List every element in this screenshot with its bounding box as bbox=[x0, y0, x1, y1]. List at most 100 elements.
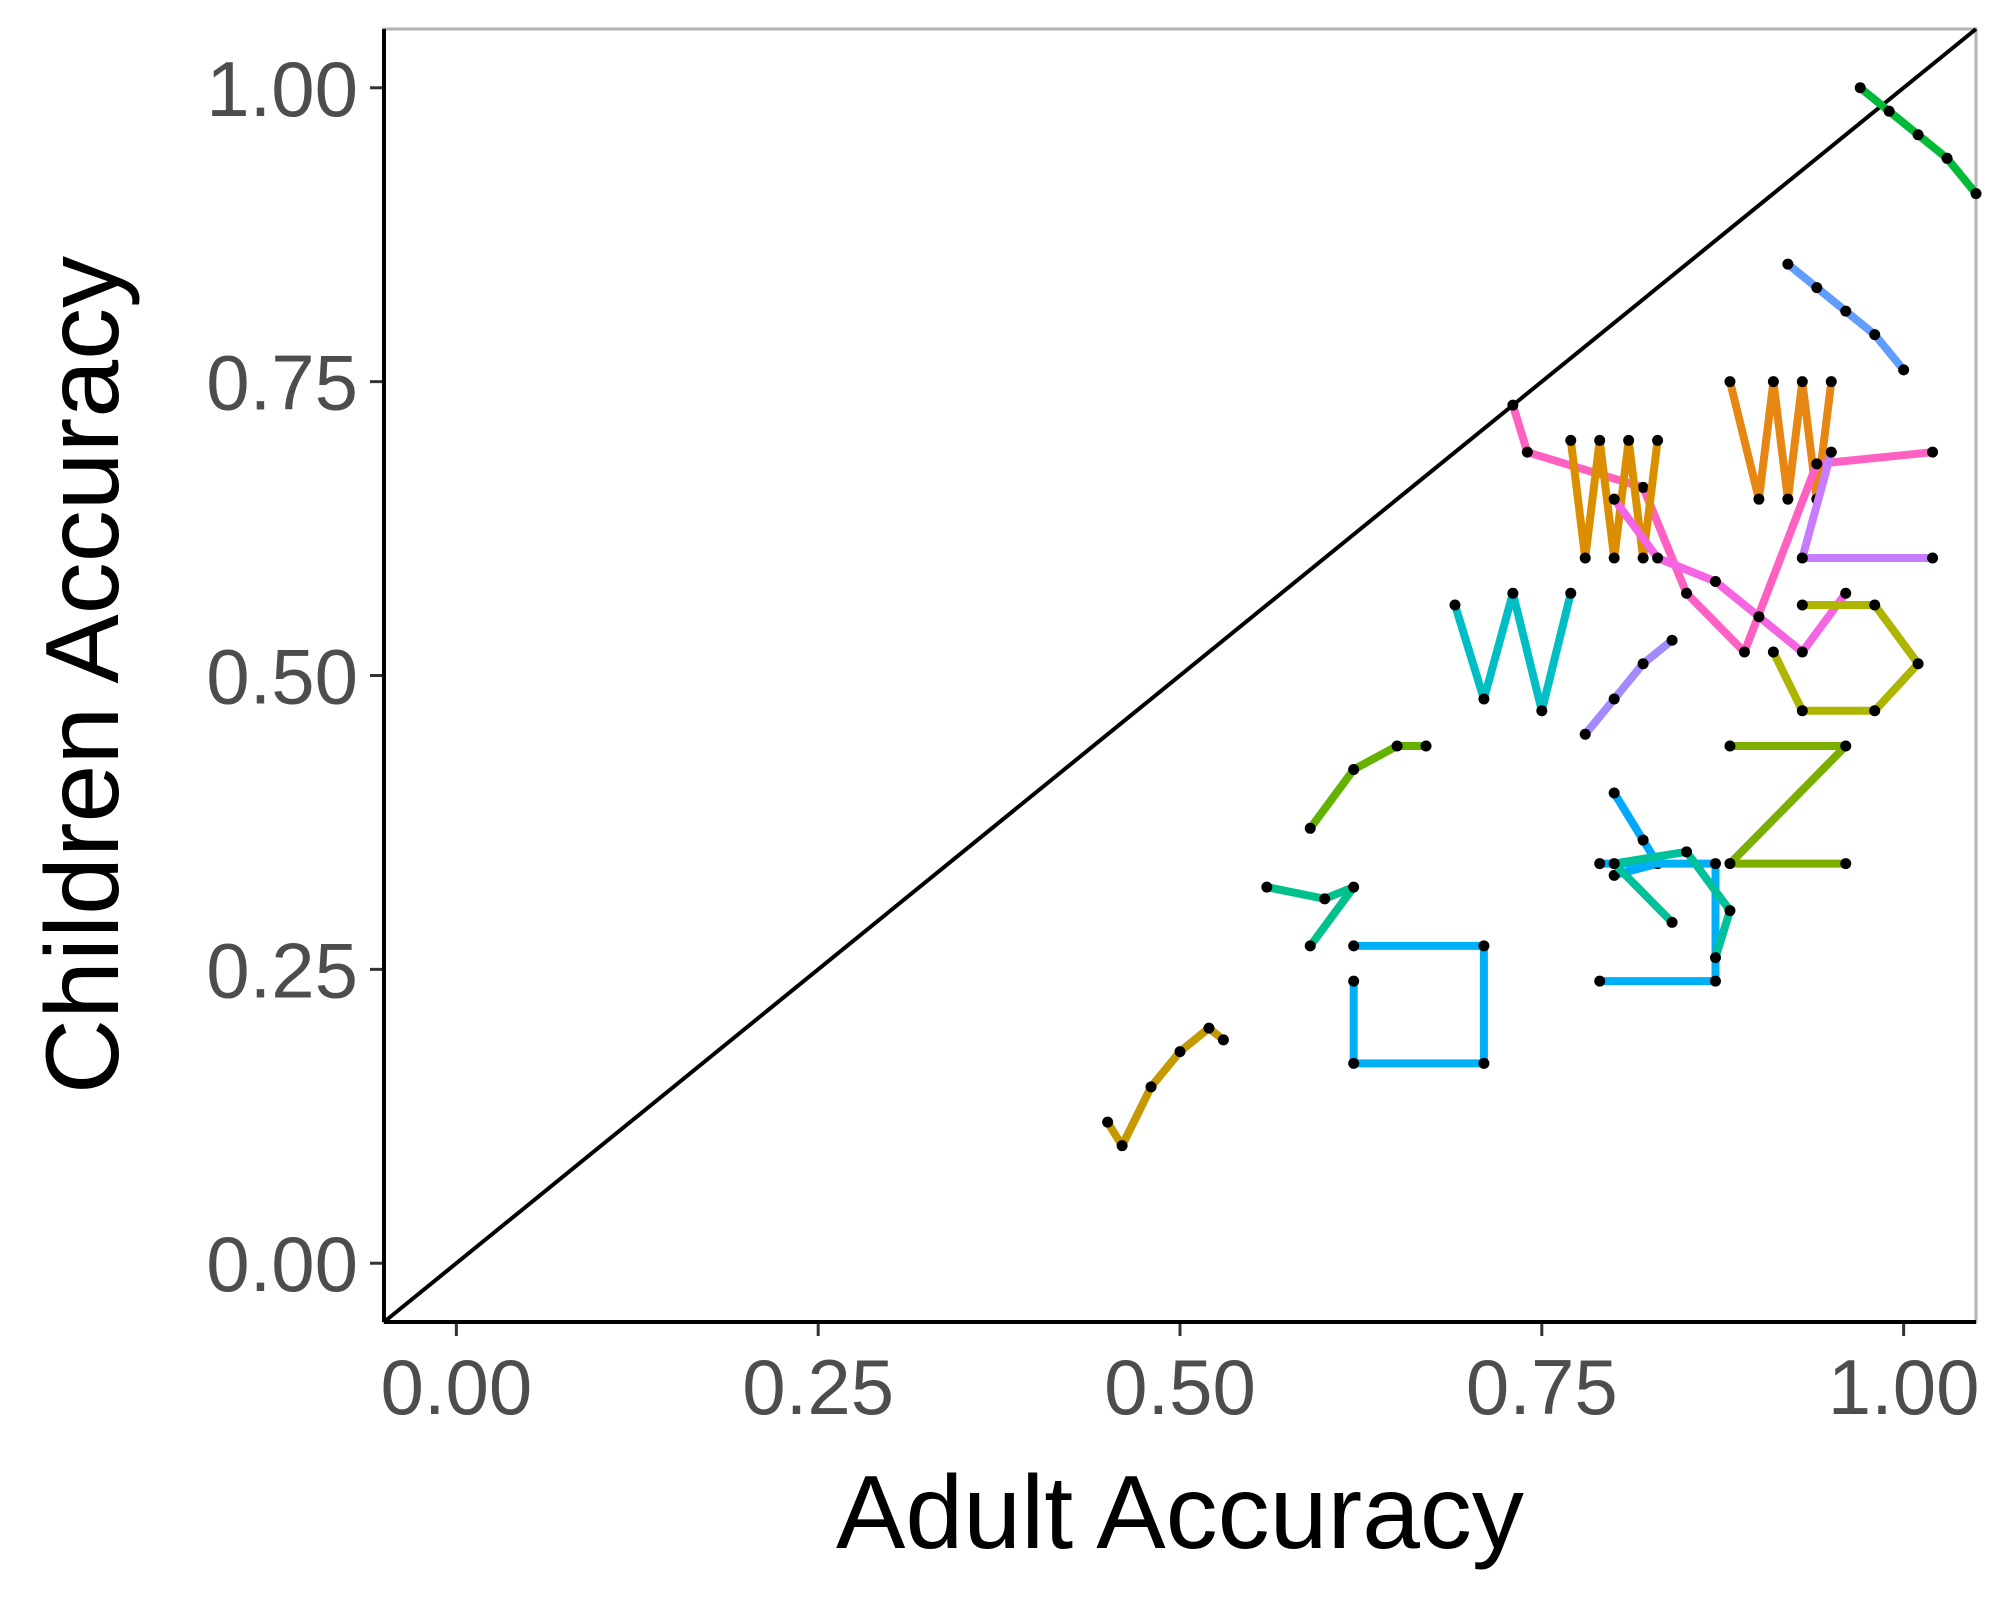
data-point bbox=[1536, 705, 1548, 717]
x-tick-label: 0.75 bbox=[1466, 1343, 1618, 1431]
data-point bbox=[1261, 881, 1273, 893]
data-point bbox=[1594, 858, 1606, 870]
data-point bbox=[1811, 282, 1823, 294]
data-point bbox=[1594, 434, 1606, 446]
axes: 0.00 0.25 0.50 0.75 1.00 0.00 0.25 0.50 0.75 1.0… bbox=[206, 29, 1980, 1431]
series-line bbox=[1610, 495, 1850, 656]
data-point bbox=[1507, 399, 1519, 411]
data-point bbox=[1796, 705, 1808, 717]
data-point bbox=[1565, 587, 1577, 599]
x-tick-label: 0.00 bbox=[380, 1343, 532, 1431]
data-point bbox=[1478, 940, 1490, 952]
data-point bbox=[1174, 1046, 1186, 1058]
y-tick-label: 0.50 bbox=[206, 633, 358, 721]
series-line bbox=[1769, 601, 1923, 715]
data-point bbox=[1724, 905, 1736, 917]
data-point bbox=[1782, 258, 1794, 270]
data-point bbox=[1840, 740, 1852, 752]
data-point bbox=[1304, 822, 1316, 834]
data-point bbox=[1478, 693, 1490, 705]
data-point bbox=[1782, 493, 1794, 505]
data-point bbox=[1348, 975, 1360, 987]
series-line bbox=[1581, 636, 1677, 739]
data-point bbox=[1521, 446, 1533, 458]
data-point bbox=[1145, 1081, 1157, 1093]
data-point bbox=[1724, 858, 1736, 870]
data-point bbox=[1304, 940, 1316, 952]
series-line bbox=[1306, 742, 1430, 833]
data-point bbox=[1102, 1116, 1114, 1128]
data-point bbox=[1767, 376, 1779, 388]
series-2 bbox=[1782, 258, 1910, 376]
data-point bbox=[1912, 658, 1924, 670]
series-14 bbox=[1261, 881, 1360, 952]
data-point bbox=[1912, 129, 1924, 141]
y-tick-label: 0.75 bbox=[206, 339, 358, 427]
data-point bbox=[1652, 434, 1664, 446]
data-point bbox=[1898, 364, 1910, 376]
data-point bbox=[1941, 152, 1953, 164]
data-point bbox=[1709, 858, 1721, 870]
data-point bbox=[1594, 975, 1606, 987]
data-point bbox=[1825, 446, 1837, 458]
data-point bbox=[1840, 858, 1852, 870]
data-point bbox=[1637, 552, 1649, 564]
data-point bbox=[1449, 599, 1461, 611]
data-point bbox=[1681, 846, 1693, 858]
data-point bbox=[1608, 552, 1620, 564]
data-point bbox=[1709, 975, 1721, 987]
data-point bbox=[1217, 1034, 1229, 1046]
series-18 bbox=[1102, 1022, 1229, 1152]
data-point bbox=[1608, 869, 1620, 881]
y-tick-label: 0.00 bbox=[206, 1220, 358, 1308]
data-point bbox=[1927, 446, 1939, 458]
data-point bbox=[1608, 493, 1620, 505]
data-point bbox=[1738, 646, 1750, 658]
data-point bbox=[1637, 834, 1649, 846]
data-point bbox=[1753, 611, 1765, 623]
data-point bbox=[1796, 552, 1808, 564]
data-point bbox=[1840, 587, 1852, 599]
data-point bbox=[1579, 552, 1591, 564]
series-16 bbox=[1594, 858, 1721, 987]
data-point bbox=[1348, 881, 1360, 893]
data-point bbox=[1608, 858, 1620, 870]
series-6 bbox=[1796, 446, 1939, 564]
series-layer bbox=[1102, 82, 1982, 1152]
data-point bbox=[1507, 587, 1519, 599]
diagonal-reference-line bbox=[382, 27, 1978, 1324]
data-point bbox=[1840, 305, 1852, 317]
data-point bbox=[1637, 481, 1649, 493]
data-point bbox=[1666, 634, 1678, 646]
data-point bbox=[1116, 1140, 1128, 1152]
data-point bbox=[1420, 740, 1432, 752]
data-point bbox=[1796, 599, 1808, 611]
data-point bbox=[1681, 587, 1693, 599]
data-point bbox=[1709, 575, 1721, 587]
series-4 bbox=[1507, 399, 1939, 658]
x-ticks: 0.00 0.25 0.50 0.75 1.00 bbox=[380, 1324, 1980, 1431]
plot-panel bbox=[382, 27, 1978, 1324]
data-point bbox=[1637, 658, 1649, 670]
y-tick-label: 0.25 bbox=[206, 926, 358, 1014]
data-point bbox=[1970, 188, 1982, 200]
data-point bbox=[1579, 728, 1591, 740]
data-point bbox=[1796, 646, 1808, 658]
data-point bbox=[1869, 599, 1881, 611]
data-point bbox=[1319, 893, 1331, 905]
series-line bbox=[1610, 789, 1662, 880]
data-point bbox=[1391, 740, 1403, 752]
data-point bbox=[1767, 646, 1779, 658]
data-point bbox=[1203, 1022, 1215, 1034]
data-point bbox=[1348, 764, 1360, 776]
series-1 bbox=[1854, 82, 1982, 200]
series-8 bbox=[1449, 587, 1577, 717]
series-10 bbox=[1579, 634, 1678, 740]
data-point bbox=[1478, 1057, 1490, 1069]
data-point bbox=[1927, 552, 1939, 564]
series-15 bbox=[1348, 940, 1490, 1069]
series-line bbox=[1726, 742, 1850, 868]
data-point bbox=[1811, 458, 1823, 470]
series-5 bbox=[1565, 434, 1664, 564]
